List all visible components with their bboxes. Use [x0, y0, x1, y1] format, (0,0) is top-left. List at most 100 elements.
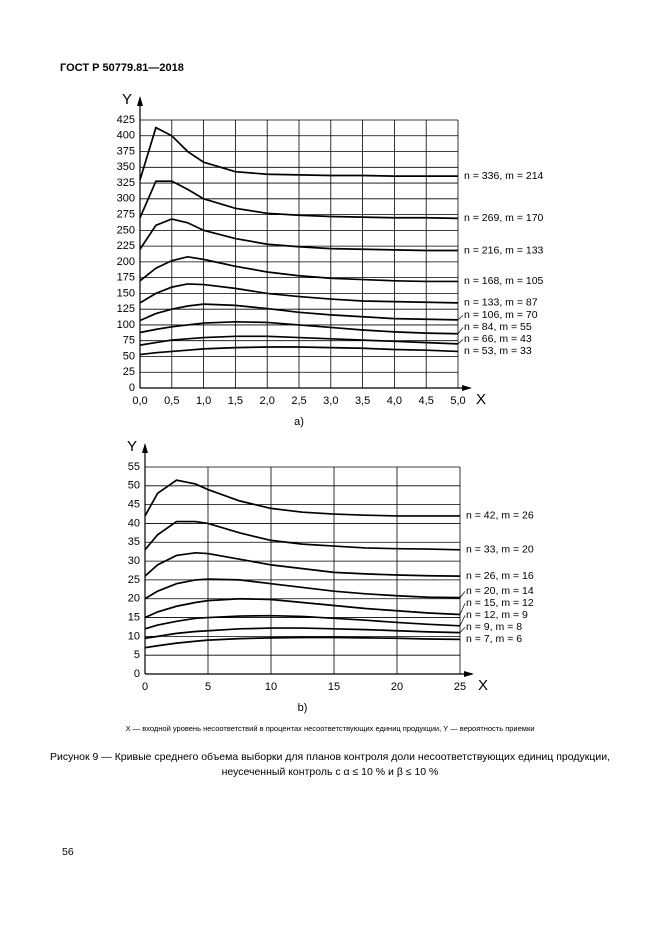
leader [457, 327, 464, 334]
curve [139, 126, 458, 181]
curve [144, 597, 461, 619]
y-tick-label: 0 [134, 668, 140, 680]
y-tick-label: 15 [128, 611, 140, 623]
x-tick-label: 3,5 [355, 395, 370, 407]
y-tick-label: 250 [117, 224, 135, 236]
y-tick-label: 75 [123, 335, 135, 347]
series-label: n = 53, m = 33 [464, 345, 532, 357]
curve [139, 346, 459, 356]
y-tick-label: 150 [117, 287, 135, 299]
y-tick-label: 200 [117, 256, 135, 268]
y-tick-label: 300 [117, 193, 135, 205]
y-tick-label: 425 [117, 114, 135, 126]
y-tick-label: 375 [117, 145, 135, 157]
y-tick-label: 50 [123, 350, 135, 362]
series-label: n = 20, m = 14 [466, 585, 534, 597]
series-label: n = 26, m = 16 [466, 570, 534, 582]
subfigure-label: b) [298, 702, 308, 714]
y-tick-label: 20 [128, 593, 140, 605]
series-label: n = 216, m = 133 [464, 244, 544, 256]
y-tick-label: 55 [128, 461, 140, 473]
y-arrow [137, 96, 143, 106]
x-arrow [464, 671, 474, 677]
curve [139, 283, 459, 304]
leader [459, 615, 466, 626]
y-arrow [142, 443, 148, 453]
leader [459, 627, 466, 633]
x-tick-label: 2,0 [260, 395, 275, 407]
x-tick-label: 0,0 [132, 395, 147, 407]
y-tick-label: 10 [128, 630, 140, 642]
curve [144, 479, 460, 517]
y-tick-label: 25 [123, 366, 135, 378]
y-tick-label: 50 [128, 480, 140, 492]
x-tick-label: 2,5 [291, 395, 306, 407]
curve [144, 578, 461, 600]
x-tick-label: 5 [205, 681, 211, 693]
y-tick-label: 5 [134, 649, 140, 661]
curve [144, 627, 461, 640]
x-arrow [462, 385, 472, 391]
note: X — входной уровень несоответствий в про… [126, 724, 535, 733]
leader [457, 339, 464, 345]
series-label: n = 336, m = 214 [464, 170, 544, 182]
series-label: n = 33, m = 20 [466, 544, 534, 556]
y-tick-label: 45 [128, 499, 140, 511]
x-tick-label: 4,0 [387, 395, 402, 407]
curve [144, 614, 461, 630]
x-tick-label: 20 [391, 681, 403, 693]
y-tick-label: 100 [117, 319, 135, 331]
curve [139, 320, 459, 335]
series-label: n = 12, m = 9 [466, 609, 528, 621]
x-tick-label: 1,5 [228, 395, 243, 407]
page-number: 56 [62, 846, 74, 858]
x-tick-label: 3,0 [323, 395, 338, 407]
y-axis-label: Y [122, 91, 132, 108]
series-label: n = 133, m = 87 [464, 297, 538, 309]
curve [144, 551, 461, 577]
y-tick-label: 0 [129, 382, 135, 394]
y-tick-label: 40 [128, 517, 140, 529]
y-tick-label: 125 [117, 303, 135, 315]
curve [144, 636, 461, 649]
y-tick-label: 25 [128, 574, 140, 586]
leader [459, 591, 466, 598]
curve [139, 218, 458, 252]
y-tick-label: 275 [117, 208, 135, 220]
curve [139, 303, 459, 322]
leader [457, 315, 464, 321]
y-tick-label: 400 [117, 130, 135, 142]
y-axis-label: Y [127, 438, 137, 455]
subfigure-label: a) [294, 416, 304, 428]
x-axis-label: X [478, 677, 488, 694]
leader [459, 603, 466, 615]
curve [139, 335, 459, 346]
y-tick-label: 175 [117, 272, 135, 284]
x-tick-label: 1,0 [196, 395, 211, 407]
series-label: n = 106, m = 70 [464, 309, 538, 321]
x-tick-label: 10 [265, 681, 277, 693]
x-axis-label: X [476, 391, 486, 408]
y-tick-label: 350 [117, 161, 135, 173]
x-tick-label: 0 [142, 681, 148, 693]
x-tick-label: 5,0 [450, 395, 465, 407]
y-tick-label: 30 [128, 555, 140, 567]
x-tick-label: 25 [454, 681, 466, 693]
x-tick-label: 15 [328, 681, 340, 693]
series-label: n = 66, m = 43 [464, 333, 532, 345]
curve [139, 255, 458, 283]
y-tick-label: 325 [117, 177, 135, 189]
header: ГОСТ Р 50779.81—2018 [60, 62, 184, 74]
series-label: n = 42, m = 26 [466, 510, 534, 522]
y-tick-label: 225 [117, 240, 135, 252]
curve [139, 180, 459, 220]
x-tick-label: 4,5 [419, 395, 434, 407]
curve [144, 520, 461, 551]
series-label: n = 84, m = 55 [464, 321, 532, 333]
y-tick-label: 35 [128, 536, 140, 548]
caption-line: неусеченный контроль с α ≤ 10 % и β ≤ 10… [222, 766, 439, 778]
series-label: n = 9, m = 8 [466, 621, 522, 633]
series-label: n = 168, m = 105 [464, 275, 544, 287]
series-label: n = 15, m = 12 [466, 597, 534, 609]
